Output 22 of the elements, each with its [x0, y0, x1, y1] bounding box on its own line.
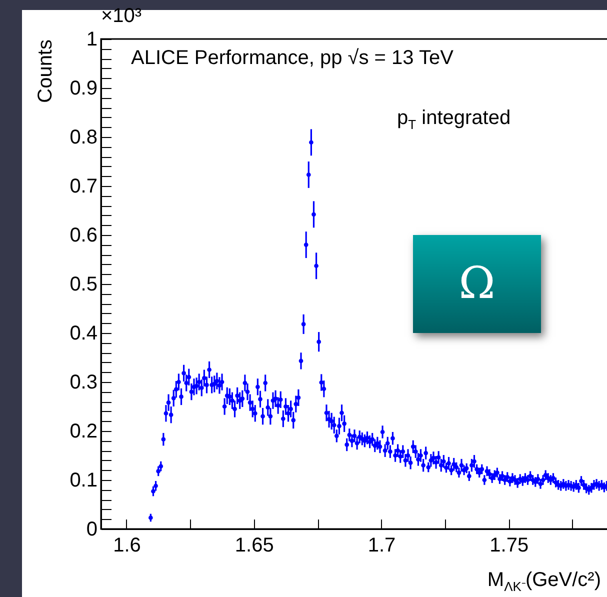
y-tick-label: 0.6	[70, 224, 98, 246]
omega-sign-icon: Ω	[413, 235, 541, 333]
y-tick-label: 0	[86, 518, 98, 540]
x-axis-title: M$_{ΛK⁻}$(GeV/c²)	[487, 569, 601, 594]
y-tick-label: 0.2	[70, 420, 98, 442]
y-tick-label: 0.7	[70, 176, 98, 198]
x-tick-label: 1.7	[368, 534, 396, 556]
y-tick-label: 0.9	[70, 78, 98, 100]
y-axis-title: Counts	[34, 40, 57, 103]
x-tick-label: 1.65	[234, 534, 274, 556]
y-tick-label: 0.1	[70, 470, 98, 492]
annotation: p$_{T}$ integrated	[397, 107, 511, 132]
x-tick-label: 1.75	[490, 534, 529, 556]
annotation: Ω	[458, 258, 496, 309]
y-tick-label: 0.4	[70, 322, 98, 344]
y-tick-label: 0.5	[70, 274, 98, 296]
y-tick-label: 0.8	[70, 126, 98, 148]
y-tick-label: 0.3	[70, 372, 98, 394]
x-tick-label: 1.6	[113, 534, 141, 556]
text: ×10³	[101, 5, 142, 27]
annotation: ALICE Performance, pp √s = 13 TeV	[131, 47, 454, 69]
y-tick-label: 1	[86, 28, 98, 50]
